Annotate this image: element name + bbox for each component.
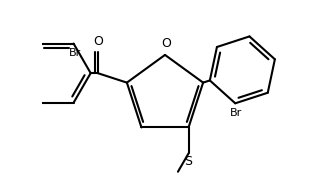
Text: O: O (161, 37, 171, 50)
Text: O: O (93, 35, 103, 48)
Text: Br: Br (69, 48, 81, 58)
Text: S: S (184, 155, 193, 168)
Text: Br: Br (230, 108, 243, 118)
